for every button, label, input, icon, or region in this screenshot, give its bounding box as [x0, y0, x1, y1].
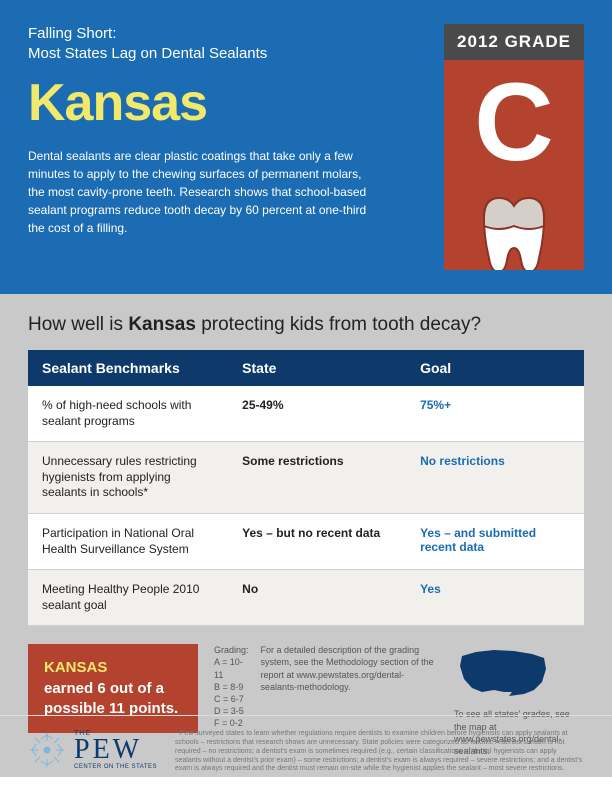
table-row: Participation in National Oral Health Su…	[28, 513, 584, 569]
grade-box: C	[444, 60, 584, 270]
grade-year-badge: 2012 GRADE	[444, 24, 584, 60]
sunburst-icon	[28, 731, 66, 769]
us-map-icon	[454, 644, 554, 699]
section-question: How well is Kansas protecting kids from …	[28, 314, 584, 336]
intro-description: Dental sealants are clear plastic coatin…	[28, 147, 368, 237]
table-row: % of high-need schools with sealant prog…	[28, 386, 584, 442]
benchmarks-section: How well is Kansas protecting kids from …	[0, 294, 612, 777]
grade-letter: C	[474, 68, 553, 178]
col-header-state: State	[228, 350, 406, 386]
col-header-goal: Goal	[406, 350, 584, 386]
footer: THE PEW CENTER ON THE STATES * Pew surve…	[0, 715, 612, 792]
footnote-text: * Pew surveyed states to learn whether r…	[175, 730, 584, 774]
col-header-benchmarks: Sealant Benchmarks	[28, 350, 228, 386]
tooth-icon	[469, 188, 559, 270]
report-subtitle: Falling Short: Most States Lag on Dental…	[28, 24, 424, 63]
benchmarks-table: Sealant Benchmarks State Goal % of high-…	[28, 350, 584, 626]
table-row: Meeting Healthy People 2010 sealant goal…	[28, 570, 584, 626]
table-row: Unnecessary rules restricting hygienists…	[28, 442, 584, 514]
state-name: Kansas	[28, 73, 424, 133]
header-section: Falling Short: Most States Lag on Dental…	[0, 0, 612, 294]
pew-logo: THE PEW CENTER ON THE STATES	[28, 730, 157, 770]
